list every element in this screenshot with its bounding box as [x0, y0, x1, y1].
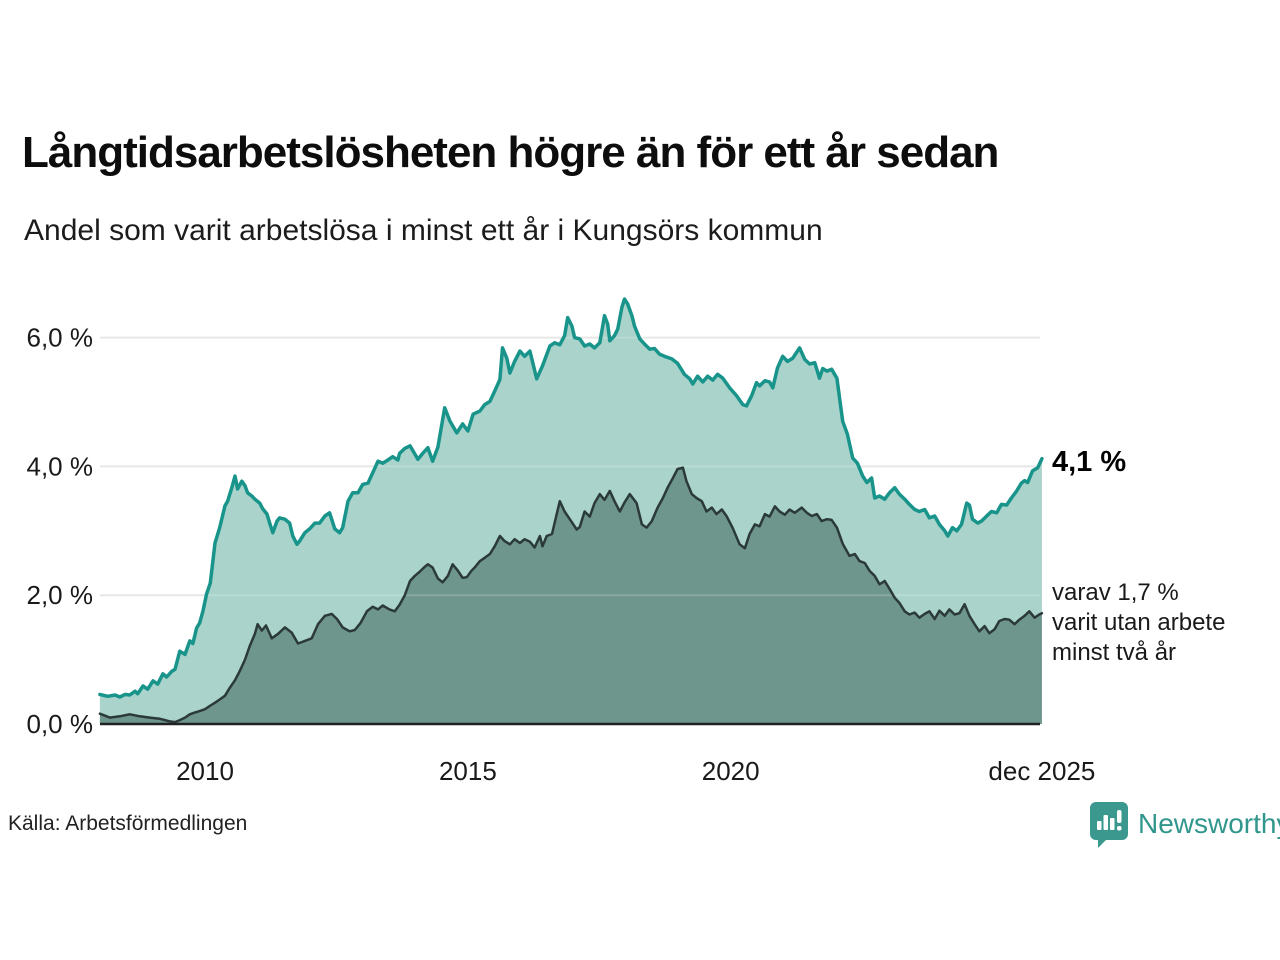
y-axis-tick-label: 2,0 %: [27, 580, 94, 610]
x-axis-tick-label: 2015: [439, 756, 497, 786]
x-axis-tick-label: dec 2025: [988, 756, 1095, 786]
series-end-note: varav 1,7 % varit utan arbete minst två …: [1052, 578, 1225, 668]
x-axis-tick-label: 2010: [176, 756, 234, 786]
line-series-2: [98, 466, 1044, 724]
series-end-note-line: minst två år: [1052, 639, 1177, 666]
x-axis-tick-label: 2020: [702, 756, 760, 786]
series-end-note-line: varav 1,7 %: [1052, 579, 1179, 606]
chart-subtitle: Andel som varit arbetslösa i minst ett å…: [24, 214, 823, 247]
line-series-1: [98, 297, 1044, 699]
exclamation-dot: [1117, 826, 1122, 831]
area-series-2: [99, 467, 1042, 724]
bar-glyph: [1103, 815, 1108, 830]
y-axis-tick-label: 4,0 %: [27, 451, 94, 481]
source-credit: Källa: Arbetsförmedlingen: [8, 812, 248, 835]
y-axis-tick-label: 0,0 %: [27, 709, 94, 739]
bar-glyph: [1097, 821, 1102, 830]
page-title: Långtidsarbetslösheten högre än för ett …: [22, 128, 999, 177]
exclamation-glyph: [1117, 810, 1122, 823]
y-axis-tick-label: 6,0 %: [27, 323, 94, 353]
newsworthy-icon: [1090, 802, 1128, 848]
newsworthy-wordmark: Newsworthy: [1138, 808, 1280, 839]
series-end-value-label: 4,1 %: [1052, 446, 1127, 478]
series-end-note-line: varit utan arbete: [1052, 609, 1226, 636]
newsworthy-logo: Newsworthy: [1088, 800, 1280, 848]
bar-glyph: [1110, 818, 1115, 830]
